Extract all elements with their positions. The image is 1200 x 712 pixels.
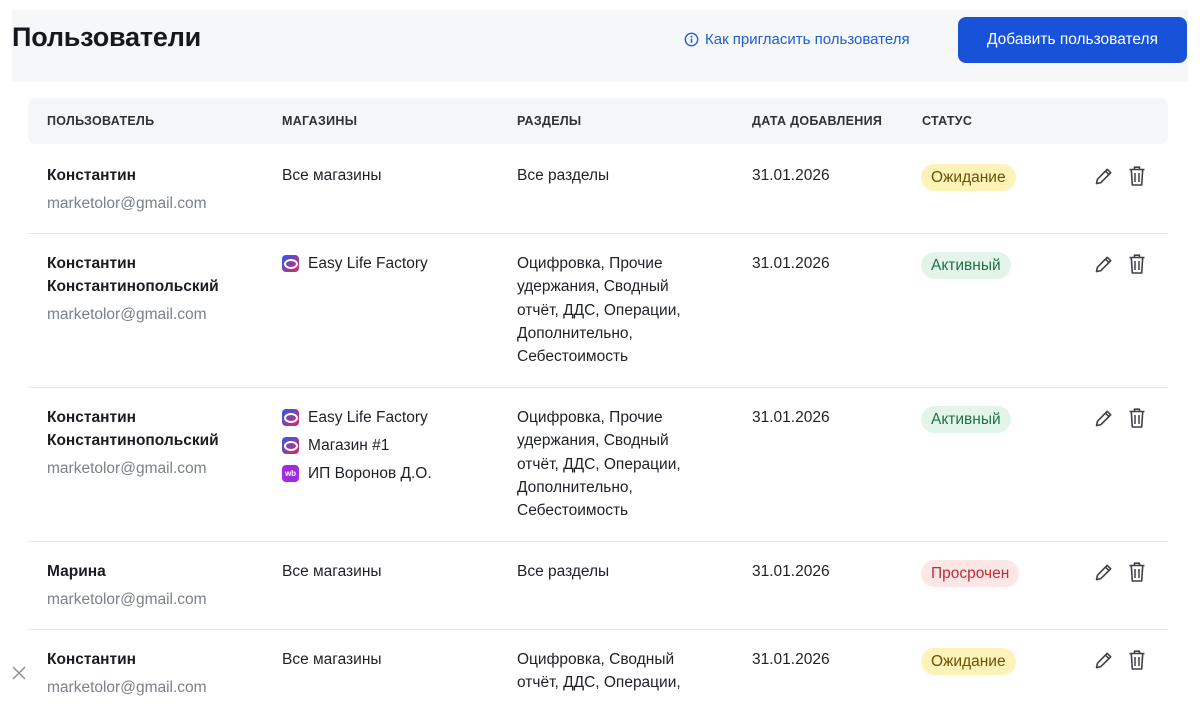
stores-cell: Все магазины bbox=[282, 563, 382, 580]
user-name: Константин bbox=[47, 255, 136, 272]
delete-icon[interactable] bbox=[1128, 407, 1146, 434]
user-email: marketolor@gmail.com bbox=[47, 194, 207, 212]
column-header-sections: РАЗДЕЛЫ bbox=[517, 114, 582, 128]
date-cell: 31.01.2026 bbox=[752, 409, 830, 426]
sections-cell: Оцифровка, Сводный отчёт, ДДС, Операции, bbox=[517, 648, 681, 695]
sections-line: удержания, Сводный bbox=[517, 432, 669, 450]
stores-cell: Все магазины bbox=[282, 651, 382, 668]
store-name: Магазин #1 bbox=[308, 436, 390, 454]
table-header: ПОЛЬЗОВАТЕЛЬ МАГАЗИНЫ РАЗДЕЛЫ ДАТА ДОБАВ… bbox=[28, 98, 1168, 144]
user-surname: Константинопольский bbox=[47, 278, 219, 296]
user-name: Константин bbox=[47, 651, 136, 668]
user-name: Константин bbox=[47, 409, 136, 426]
ozon-icon bbox=[282, 255, 299, 273]
date-cell: 31.01.2026 bbox=[752, 255, 830, 272]
table-row: Марина marketolor@gmail.com Все магазины… bbox=[28, 542, 1168, 630]
status-badge: Ожидание bbox=[921, 164, 1016, 191]
store-name: ИП Воронов Д.О. bbox=[308, 464, 432, 482]
ozon-icon bbox=[282, 437, 299, 455]
stores-cell: Easy Life Factory Магазин #1 wb ИП Ворон… bbox=[282, 404, 432, 487]
edit-icon[interactable] bbox=[1094, 408, 1114, 433]
sections-line: Оцифровка, Прочие bbox=[517, 255, 663, 272]
store-name: Easy Life Factory bbox=[308, 409, 428, 427]
sections-cell: Оцифровка, Прочие удержания, Сводный отч… bbox=[517, 252, 681, 368]
edit-icon[interactable] bbox=[1094, 562, 1114, 587]
close-icon[interactable] bbox=[10, 664, 28, 687]
add-user-button[interactable]: Добавить пользователя bbox=[958, 17, 1187, 63]
user-cell: Константин Константинопольский marketolo… bbox=[47, 406, 219, 480]
user-surname: Константинопольский bbox=[47, 432, 219, 450]
column-header-stores: МАГАЗИНЫ bbox=[282, 114, 358, 128]
user-cell: Константин marketolor@gmail.com bbox=[47, 164, 207, 215]
sections-line: Себестоимость bbox=[517, 502, 629, 520]
sections-cell: Все разделы bbox=[517, 563, 610, 580]
table-row: Константин marketolor@gmail.com Все мага… bbox=[28, 630, 1168, 698]
sections-line: Дополнительно, bbox=[517, 324, 633, 342]
sections-line: Дополнительно, bbox=[517, 478, 633, 496]
user-cell: Константин Константинопольский marketolo… bbox=[47, 252, 219, 326]
user-email: marketolor@gmail.com bbox=[47, 459, 207, 477]
store-item: Магазин #1 bbox=[282, 432, 432, 460]
sections-line: отчёт, ДДС, Операции, bbox=[517, 674, 681, 692]
table-row: Константин marketolor@gmail.com Все мага… bbox=[28, 144, 1168, 234]
wildberries-icon: wb bbox=[282, 464, 299, 482]
user-name: Константин bbox=[47, 167, 136, 184]
column-header-status: СТАТУС bbox=[922, 114, 973, 128]
table-row: Константин Константинопольский marketolo… bbox=[28, 388, 1168, 542]
page-title: Пользователи bbox=[12, 22, 202, 52]
store-name: Easy Life Factory bbox=[308, 255, 428, 273]
user-cell: Константин marketolor@gmail.com bbox=[47, 648, 207, 698]
stores-cell: Easy Life Factory bbox=[282, 250, 428, 278]
status-badge: Активный bbox=[921, 406, 1011, 433]
delete-icon[interactable] bbox=[1128, 561, 1146, 588]
sections-line: отчёт, ДДС, Операции, bbox=[517, 301, 681, 319]
user-email: marketolor@gmail.com bbox=[47, 305, 207, 323]
sections-cell: Оцифровка, Прочие удержания, Сводный отч… bbox=[517, 406, 681, 522]
column-header-date: ДАТА ДОБАВЛЕНИЯ bbox=[752, 114, 883, 128]
table-row: Константин Константинопольский marketolo… bbox=[28, 234, 1168, 388]
delete-icon[interactable] bbox=[1128, 165, 1146, 192]
store-item: Easy Life Factory bbox=[282, 404, 432, 432]
date-cell: 31.01.2026 bbox=[752, 563, 830, 580]
delete-icon[interactable] bbox=[1128, 253, 1146, 280]
status-badge: Просрочен bbox=[921, 560, 1020, 587]
edit-icon[interactable] bbox=[1094, 650, 1114, 675]
sections-line: Оцифровка, Сводный bbox=[517, 651, 675, 668]
stores-cell: Все магазины bbox=[282, 167, 382, 184]
date-cell: 31.01.2026 bbox=[752, 167, 830, 184]
edit-icon[interactable] bbox=[1094, 254, 1114, 279]
user-cell: Марина marketolor@gmail.com bbox=[47, 560, 207, 611]
user-name: Марина bbox=[47, 563, 106, 580]
sections-cell: Все разделы bbox=[517, 167, 610, 184]
sections-line: удержания, Сводный bbox=[517, 278, 669, 296]
info-icon bbox=[684, 32, 699, 47]
invite-help-link[interactable]: Как пригласить пользователя bbox=[684, 31, 910, 48]
edit-icon[interactable] bbox=[1094, 166, 1114, 191]
status-badge: Ожидание bbox=[921, 648, 1016, 675]
bottom-edge bbox=[0, 698, 1200, 712]
user-email: marketolor@gmail.com bbox=[47, 678, 207, 696]
ozon-icon bbox=[282, 409, 299, 427]
date-cell: 31.01.2026 bbox=[752, 651, 830, 668]
store-item: wb ИП Воронов Д.О. bbox=[282, 459, 432, 487]
status-badge: Активный bbox=[921, 252, 1011, 279]
store-item: Easy Life Factory bbox=[282, 250, 428, 278]
sections-line: отчёт, ДДС, Операции, bbox=[517, 455, 681, 473]
column-header-user: ПОЛЬЗОВАТЕЛЬ bbox=[47, 114, 155, 128]
delete-icon[interactable] bbox=[1128, 649, 1146, 676]
user-email: marketolor@gmail.com bbox=[47, 590, 207, 608]
sections-line: Оцифровка, Прочие bbox=[517, 409, 663, 426]
invite-link-label: Как пригласить пользователя bbox=[705, 31, 910, 48]
sections-line: Себестоимость bbox=[517, 348, 629, 366]
